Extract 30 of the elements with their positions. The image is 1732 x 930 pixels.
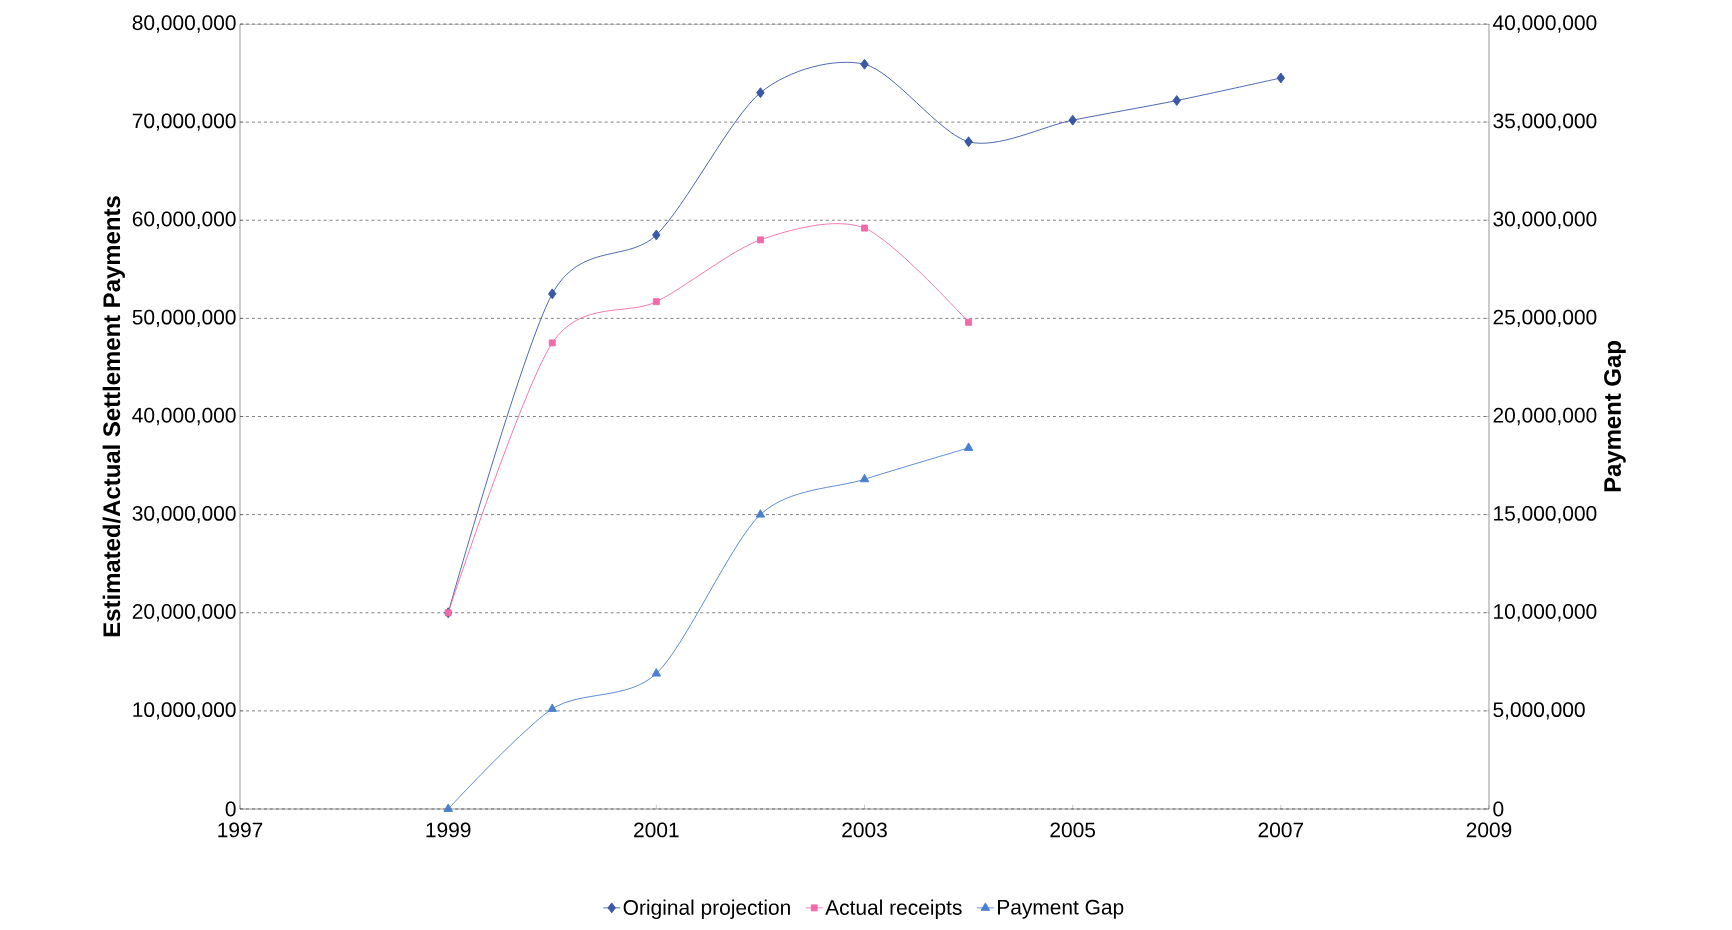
y2-axis-title: Payment Gap <box>1604 341 1626 492</box>
x-tick-label: 2003 <box>842 822 887 838</box>
x-tick-label: 1997 <box>218 822 263 838</box>
y2-tick-label: 30,000,000 <box>1493 211 1597 229</box>
y2-tick-label: 25,000,000 <box>1493 309 1597 328</box>
x-tick-label: 2001 <box>634 822 679 838</box>
y-axis-title: Estimated/Actual Settlement Payments <box>102 196 125 637</box>
y2-tick-label: 0 <box>1493 801 1504 817</box>
y2-tick-label: 10,000,000 <box>1494 604 1597 622</box>
y-tick-label: 30,000,000 <box>132 505 236 524</box>
y2-tick-label: 15,000,000 <box>1494 505 1597 524</box>
y2-tick-label: 5,000,000 <box>1493 702 1585 720</box>
y2-tick-label: 40,000,000 <box>1493 15 1597 33</box>
x-tick-label: 2007 <box>1258 822 1304 838</box>
x-tick-label: 2009 <box>1466 822 1512 838</box>
legend-label: Actual receipts <box>825 899 962 920</box>
y-tick-label: 70,000,000 <box>132 113 236 131</box>
y2-tick-label: 20,000,000 <box>1493 407 1597 426</box>
y2-tick-label: 35,000,000 <box>1493 113 1597 131</box>
y-tick-label: 80,000,000 <box>132 15 236 33</box>
y-tick-label: 40,000,000 <box>132 407 236 426</box>
y-tick-label: 50,000,000 <box>132 309 236 328</box>
y-tick-label: 10,000,000 <box>133 702 236 720</box>
x-tick-label: 2005 <box>1050 822 1096 838</box>
y-tick-label: 0 <box>225 801 236 817</box>
y-tick-label: 20,000,000 <box>132 604 236 622</box>
x-tick-label: 1999 <box>426 822 471 838</box>
y-tick-label: 60,000,000 <box>132 211 236 229</box>
legend-label: Original projection <box>623 899 790 920</box>
legend-label: Payment Gap <box>998 899 1124 919</box>
